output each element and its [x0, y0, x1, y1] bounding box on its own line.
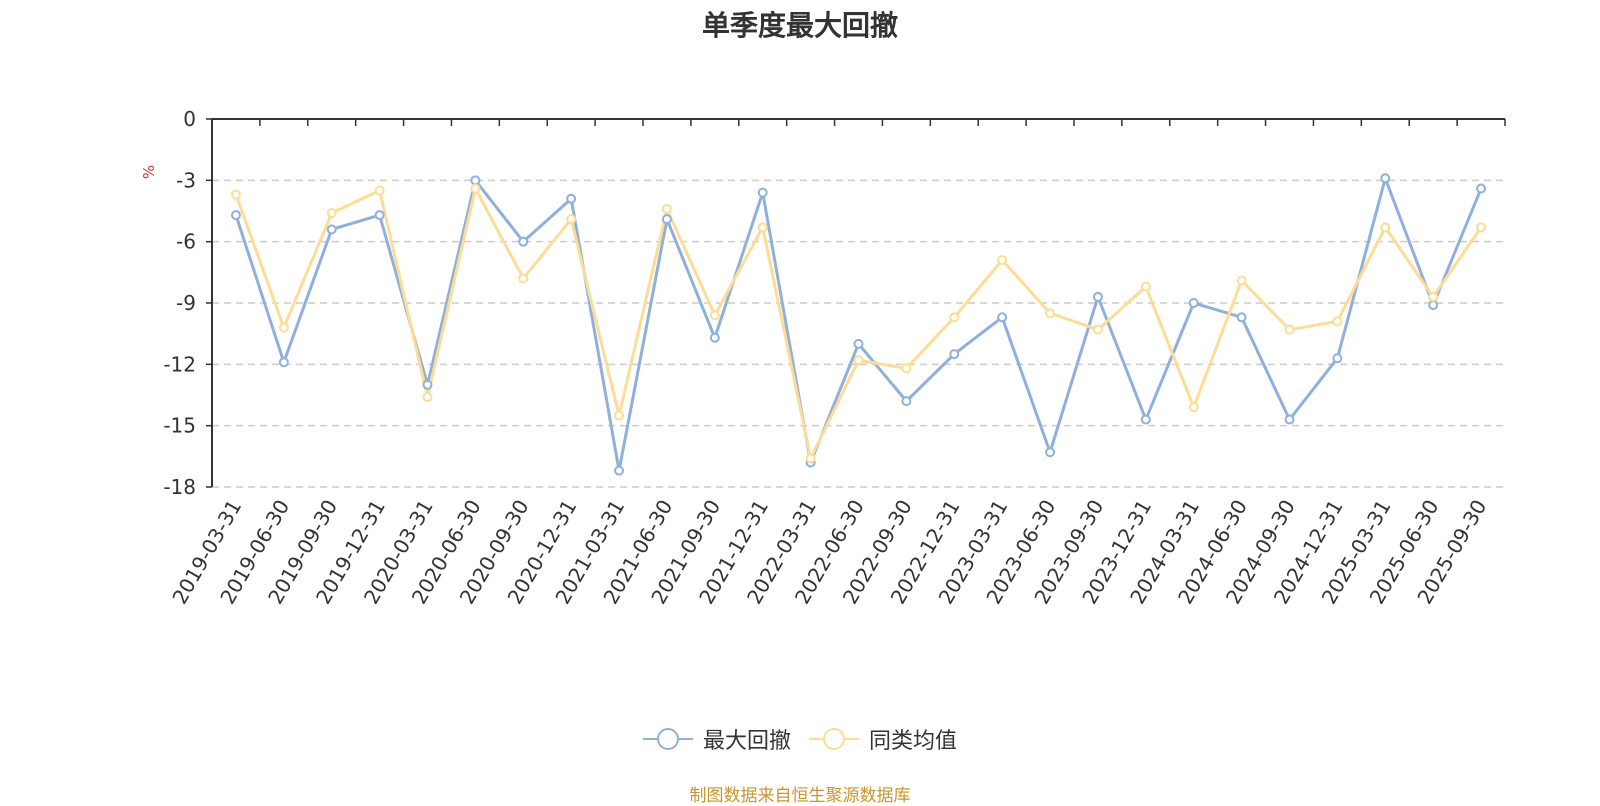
data-point-max-drawdown — [949, 349, 960, 360]
y-tick-label: -12 — [163, 352, 196, 376]
data-point-max-drawdown — [614, 465, 625, 476]
series-line-peer-average — [234, 187, 1483, 460]
data-point-peer-average — [661, 203, 672, 214]
data-point-max-drawdown — [1236, 312, 1247, 323]
data-point-max-drawdown — [1476, 183, 1487, 194]
data-point-max-drawdown — [1188, 298, 1199, 308]
data-point-peer-average — [1188, 402, 1199, 413]
data-point-max-drawdown — [661, 214, 672, 225]
data-point-peer-average — [1476, 222, 1487, 233]
data-point-peer-average — [1332, 316, 1343, 327]
line-chart: 0-3-6-9-12-15-182019-03-312019-06-302019… — [163, 107, 1506, 608]
data-point-max-drawdown — [326, 224, 337, 235]
data-point-peer-average — [997, 255, 1008, 266]
data-point-max-drawdown — [374, 210, 385, 221]
data-point-peer-average — [1045, 308, 1056, 319]
y-tick-label: -6 — [176, 230, 196, 254]
data-point-peer-average — [230, 189, 241, 200]
data-point-max-drawdown — [997, 312, 1008, 323]
data-point-max-drawdown — [1428, 300, 1439, 311]
data-point-peer-average — [278, 322, 289, 333]
chart-title: 单季度最大回撤 — [701, 9, 898, 42]
data-point-max-drawdown — [1140, 414, 1151, 425]
data-point-peer-average — [1236, 275, 1247, 286]
data-point-max-drawdown — [518, 236, 529, 247]
legend-label-max-drawdown: 最大回撤 — [702, 729, 791, 754]
legend: 最大回撤 同类均值 — [0, 722, 1600, 756]
legend-swatch-max-drawdown — [642, 725, 693, 753]
y-tick-label: 0 — [183, 107, 196, 131]
legend-item-max-drawdown[interactable]: 最大回撤 — [642, 723, 791, 755]
data-point-max-drawdown — [709, 332, 720, 343]
legend-item-peer-average[interactable]: 同类均值 — [809, 723, 957, 755]
data-point-peer-average — [853, 355, 864, 366]
y-tick-label: -18 — [163, 475, 196, 499]
data-point-peer-average — [1140, 281, 1151, 292]
data-point-peer-average — [1380, 222, 1391, 233]
data-point-max-drawdown — [901, 396, 912, 407]
data-point-peer-average — [614, 410, 625, 421]
y-tick-label: -15 — [163, 414, 196, 438]
data-point-max-drawdown — [230, 210, 241, 221]
source-note: 制图数据来自恒生聚源数据库 — [689, 786, 911, 806]
data-point-max-drawdown — [470, 175, 481, 186]
data-point-max-drawdown — [1092, 291, 1103, 302]
y-tick-label: -3 — [176, 168, 196, 192]
data-point-peer-average — [805, 453, 816, 464]
data-point-peer-average — [1284, 324, 1295, 335]
data-point-max-drawdown — [278, 357, 289, 368]
data-point-peer-average — [374, 185, 385, 196]
data-point-peer-average — [566, 214, 577, 225]
data-point-max-drawdown — [757, 187, 768, 198]
data-point-peer-average — [326, 208, 337, 219]
data-point-peer-average — [757, 222, 768, 233]
series-line-max-drawdown — [234, 176, 1483, 473]
data-point-peer-average — [470, 183, 481, 194]
legend-label-peer-average: 同类均值 — [869, 729, 958, 754]
data-point-max-drawdown — [1284, 414, 1295, 425]
data-point-peer-average — [1428, 291, 1439, 302]
data-point-peer-average — [518, 273, 529, 284]
data-point-max-drawdown — [853, 338, 864, 349]
data-point-peer-average — [901, 363, 912, 374]
data-point-peer-average — [1092, 324, 1103, 335]
y-tick-label: -9 — [176, 291, 196, 315]
data-point-max-drawdown — [566, 193, 577, 204]
legend-swatch-peer-average — [809, 725, 859, 753]
data-point-peer-average — [422, 392, 433, 403]
data-point-peer-average — [709, 310, 720, 321]
data-point-max-drawdown — [422, 379, 433, 390]
data-point-max-drawdown — [1045, 447, 1056, 458]
data-point-max-drawdown — [1380, 173, 1391, 184]
data-point-peer-average — [949, 312, 960, 323]
data-point-max-drawdown — [1332, 353, 1343, 364]
